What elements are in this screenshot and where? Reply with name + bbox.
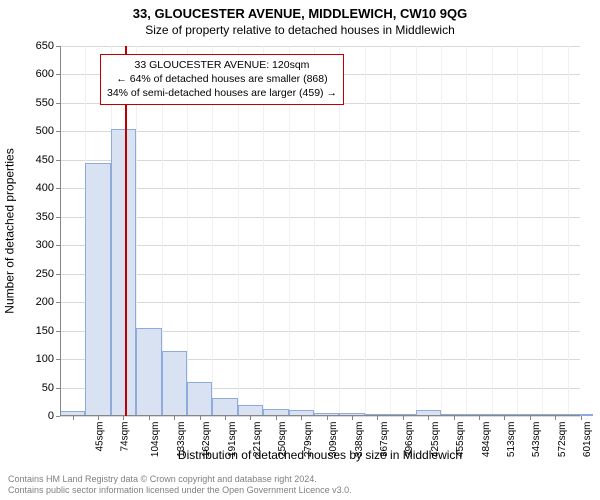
x-tick-mark <box>530 416 531 420</box>
y-tick-label: 550 <box>20 97 54 109</box>
chart-title: 33, GLOUCESTER AVENUE, MIDDLEWICH, CW10 … <box>0 0 600 21</box>
x-tick-mark <box>73 416 74 420</box>
y-tick-mark <box>56 74 60 75</box>
y-tick-label: 500 <box>20 125 54 137</box>
x-tick-mark <box>428 416 429 420</box>
histogram-bar <box>212 398 237 416</box>
grid-line-h <box>60 188 580 189</box>
chart-subtitle: Size of property relative to detached ho… <box>0 21 600 37</box>
y-tick-mark <box>56 302 60 303</box>
grid-line-v <box>466 46 467 416</box>
y-tick-mark <box>56 388 60 389</box>
axis-left <box>60 46 61 416</box>
y-tick-mark <box>56 46 60 47</box>
grid-line-v <box>441 46 442 416</box>
annotation-line: 33 GLOUCESTER AVENUE: 120sqm <box>107 58 337 72</box>
x-tick-mark <box>301 416 302 420</box>
chart-container: 33, GLOUCESTER AVENUE, MIDDLEWICH, CW10 … <box>0 0 600 500</box>
x-tick-mark <box>149 416 150 420</box>
y-axis-ticks: 050100150200250300350400450500550600650 <box>20 46 58 416</box>
x-tick-mark <box>377 416 378 420</box>
x-tick-mark <box>98 416 99 420</box>
y-tick-mark <box>56 103 60 104</box>
histogram-bar <box>187 382 212 416</box>
annotation-line: 34% of semi-detached houses are larger (… <box>107 86 337 100</box>
grid-line-v <box>416 46 417 416</box>
x-axis-ticks: 45sqm74sqm104sqm133sqm162sqm191sqm221sqm… <box>60 416 580 448</box>
x-axis-label: Distribution of detached houses by size … <box>60 448 580 462</box>
grid-line-h <box>60 245 580 246</box>
y-tick-mark <box>56 131 60 132</box>
x-tick-label: 45sqm <box>94 422 105 452</box>
x-tick-mark <box>581 416 582 420</box>
footer-attribution: Contains HM Land Registry data © Crown c… <box>8 474 352 497</box>
grid-line-v <box>568 46 569 416</box>
x-tick-mark <box>555 416 556 420</box>
grid-line-v <box>492 46 493 416</box>
y-tick-label: 600 <box>20 68 54 80</box>
grid-line-v <box>365 46 366 416</box>
y-tick-label: 250 <box>20 268 54 280</box>
y-tick-mark <box>56 245 60 246</box>
y-tick-mark <box>56 416 60 417</box>
y-tick-mark <box>56 331 60 332</box>
annotation-box: 33 GLOUCESTER AVENUE: 120sqm← 64% of det… <box>100 54 344 105</box>
x-tick-mark <box>123 416 124 420</box>
x-tick-mark <box>250 416 251 420</box>
x-tick-label: 601sqm <box>582 422 593 458</box>
grid-line-v <box>517 46 518 416</box>
y-tick-label: 350 <box>20 211 54 223</box>
x-tick-mark <box>352 416 353 420</box>
x-tick-mark <box>200 416 201 420</box>
x-tick-mark <box>327 416 328 420</box>
y-tick-label: 650 <box>20 40 54 52</box>
y-tick-mark <box>56 188 60 189</box>
x-tick-mark <box>403 416 404 420</box>
grid-line-h <box>60 274 580 275</box>
y-axis-label: Number of detached properties <box>2 46 18 416</box>
grid-line-h <box>60 46 580 47</box>
footer-line1: Contains HM Land Registry data © Crown c… <box>8 474 352 485</box>
y-tick-label: 200 <box>20 296 54 308</box>
footer-line2: Contains public sector information licen… <box>8 485 352 496</box>
x-tick-mark <box>479 416 480 420</box>
annotation-line: ← 64% of detached houses are smaller (86… <box>107 72 337 86</box>
histogram-bar <box>162 351 187 416</box>
y-tick-label: 150 <box>20 325 54 337</box>
y-tick-label: 50 <box>20 382 54 394</box>
grid-line-v <box>390 46 391 416</box>
x-tick-mark <box>276 416 277 420</box>
x-tick-label: 74sqm <box>120 422 131 452</box>
y-tick-label: 450 <box>20 154 54 166</box>
y-tick-label: 400 <box>20 182 54 194</box>
y-tick-mark <box>56 274 60 275</box>
grid-line-h <box>60 217 580 218</box>
y-tick-label: 300 <box>20 239 54 251</box>
histogram-bar <box>111 129 136 416</box>
y-tick-mark <box>56 359 60 360</box>
grid-line-h <box>60 131 580 132</box>
histogram-bar <box>136 328 161 416</box>
x-tick-mark <box>504 416 505 420</box>
x-tick-mark <box>454 416 455 420</box>
x-tick-mark <box>174 416 175 420</box>
y-tick-mark <box>56 217 60 218</box>
histogram-bar <box>85 163 110 416</box>
x-tick-mark <box>225 416 226 420</box>
y-tick-label: 100 <box>20 353 54 365</box>
y-tick-label: 0 <box>20 410 54 422</box>
grid-line-v <box>542 46 543 416</box>
grid-line-h <box>60 160 580 161</box>
grid-line-h <box>60 302 580 303</box>
plot-area: 33 GLOUCESTER AVENUE: 120sqm← 64% of det… <box>60 46 580 416</box>
y-tick-mark <box>56 160 60 161</box>
